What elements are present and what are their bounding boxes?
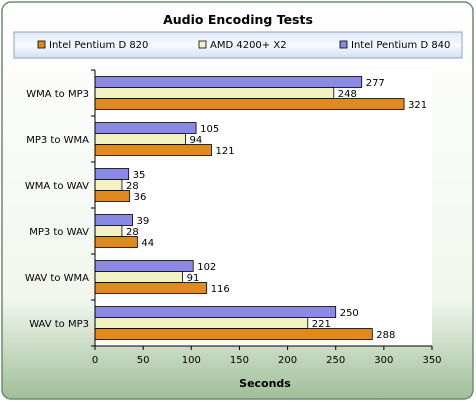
chart-title: Audio Encoding Tests (163, 12, 313, 27)
x-tick-label: 0 (92, 355, 98, 366)
y-tick-label: MP3 to WMA (26, 135, 89, 146)
x-tick-label: 250 (326, 355, 345, 366)
bar (94, 179, 123, 191)
x-tick-label: 350 (422, 355, 441, 366)
data-label: 28 (126, 181, 139, 192)
data-label: 91 (187, 273, 200, 284)
bar (94, 87, 335, 99)
bar (94, 236, 138, 248)
data-label: 102 (197, 262, 216, 273)
data-label: 105 (200, 124, 219, 135)
data-label: 35 (133, 170, 146, 181)
bar (94, 328, 373, 340)
x-tick-label: 300 (374, 355, 393, 366)
legend-label: Intel Pentium D 840 (351, 40, 450, 51)
bar (94, 214, 133, 226)
y-tick-label: WMA to MP3 (26, 89, 89, 100)
data-label: 44 (141, 238, 154, 249)
plot-area (95, 70, 432, 346)
legend-box (13, 31, 463, 59)
y-tick-labels: WMA to MP3 MP3 to WMA WMA to WAV MP3 to WAV… (25, 89, 89, 330)
data-label: 250 (340, 308, 359, 319)
bar (94, 76, 363, 88)
data-label: 121 (216, 146, 235, 157)
data-label: 277 (366, 78, 385, 89)
data-label: 288 (376, 330, 395, 341)
x-tick-label: 200 (278, 355, 297, 366)
legend: Intel Pentium D 820 AMD 4200+ X2 Intel Pen… (37, 40, 450, 51)
data-label: 28 (126, 227, 139, 238)
data-label: 248 (338, 89, 357, 100)
bar (94, 317, 309, 329)
axes (91, 69, 433, 350)
bar (94, 122, 197, 134)
y-tick-label: WMA to WAV (25, 181, 89, 192)
y-tick-label: WAV to MP3 (29, 319, 89, 330)
bar (94, 225, 123, 237)
data-label: 116 (211, 284, 230, 295)
x-tick-label: 100 (182, 355, 201, 366)
y-tick-label: WAV to WMA (25, 273, 89, 284)
x-tick-label: 50 (137, 355, 150, 366)
bar (94, 271, 184, 283)
data-label: 36 (134, 192, 147, 203)
data-label: 321 (408, 100, 427, 111)
x-axis-label: Seconds (239, 377, 291, 390)
x-tick-label: 150 (230, 355, 249, 366)
bar (94, 98, 405, 110)
legend-label: AMD 4200+ X2 (210, 40, 287, 51)
data-labels: 2772483211059412135283639284410291116250… (126, 78, 427, 341)
y-tick-label: MP3 to WAV (29, 227, 89, 238)
data-label: 39 (137, 216, 150, 227)
legend-label: Intel Pentium D 820 (49, 40, 148, 51)
legend-swatch (339, 40, 348, 49)
bar (94, 260, 194, 272)
data-label: 221 (312, 319, 331, 330)
legend-swatch (37, 40, 46, 49)
bar (94, 168, 130, 180)
bar (94, 190, 131, 202)
x-tick-labels: 0 50 100 150 200 250 300 350 (92, 355, 442, 366)
bar (94, 144, 212, 156)
data-label: 94 (190, 135, 203, 146)
bar (94, 306, 337, 318)
bar (94, 282, 208, 294)
bar (94, 133, 186, 145)
legend-swatch (198, 40, 207, 49)
